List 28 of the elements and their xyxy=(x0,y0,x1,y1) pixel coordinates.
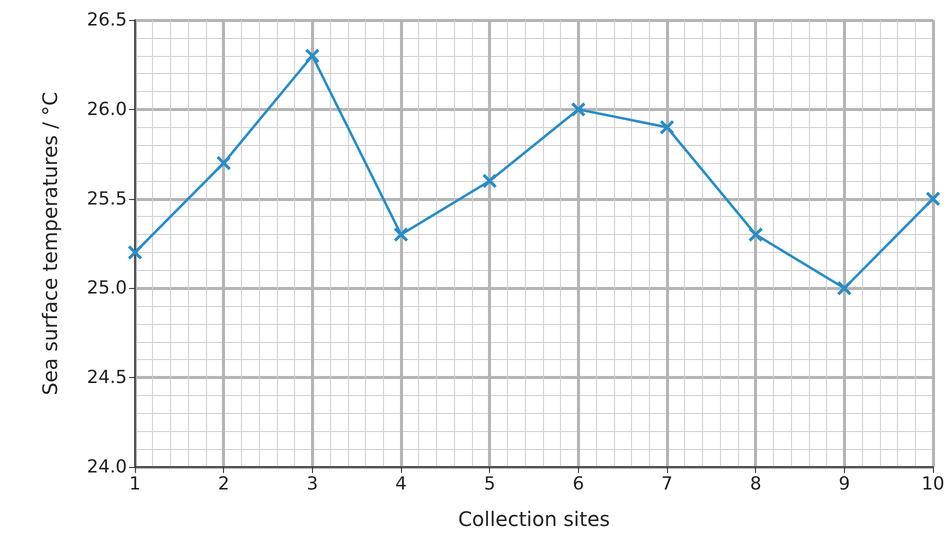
point xyxy=(128,244,142,260)
y-tick-label: 25.5 xyxy=(86,188,127,210)
point xyxy=(660,120,674,135)
point xyxy=(836,280,852,296)
y-tick-label: 24.0 xyxy=(86,456,127,478)
y-tick-label: 24.5 xyxy=(86,367,127,388)
x-tick-label: 7 xyxy=(661,474,673,494)
x-tick-label: 8 xyxy=(750,474,762,494)
y-tick-label: 26.0 xyxy=(86,98,127,120)
x-tick-label: 1 xyxy=(129,474,141,494)
x-tick-label: 4 xyxy=(395,474,407,494)
x-tick-label: 6 xyxy=(572,474,584,494)
point xyxy=(748,227,764,242)
point xyxy=(216,156,232,171)
x-tick-label: 3 xyxy=(306,474,318,494)
point xyxy=(304,48,320,64)
y-axis-title: Sea surface temperatures / °C xyxy=(38,92,62,396)
x-axis-title: Collection sites xyxy=(458,507,610,531)
x-tick-label: 10 xyxy=(922,474,944,494)
x-tick-label: 2 xyxy=(218,474,230,494)
y-tick-label: 25.0 xyxy=(86,278,127,299)
y-tick-label: 26.5 xyxy=(86,10,127,30)
point xyxy=(570,102,586,117)
point xyxy=(482,173,498,188)
point xyxy=(394,227,408,242)
point xyxy=(926,191,940,206)
x-tick-label: 5 xyxy=(484,474,496,494)
x-tick-label: 9 xyxy=(838,474,850,494)
